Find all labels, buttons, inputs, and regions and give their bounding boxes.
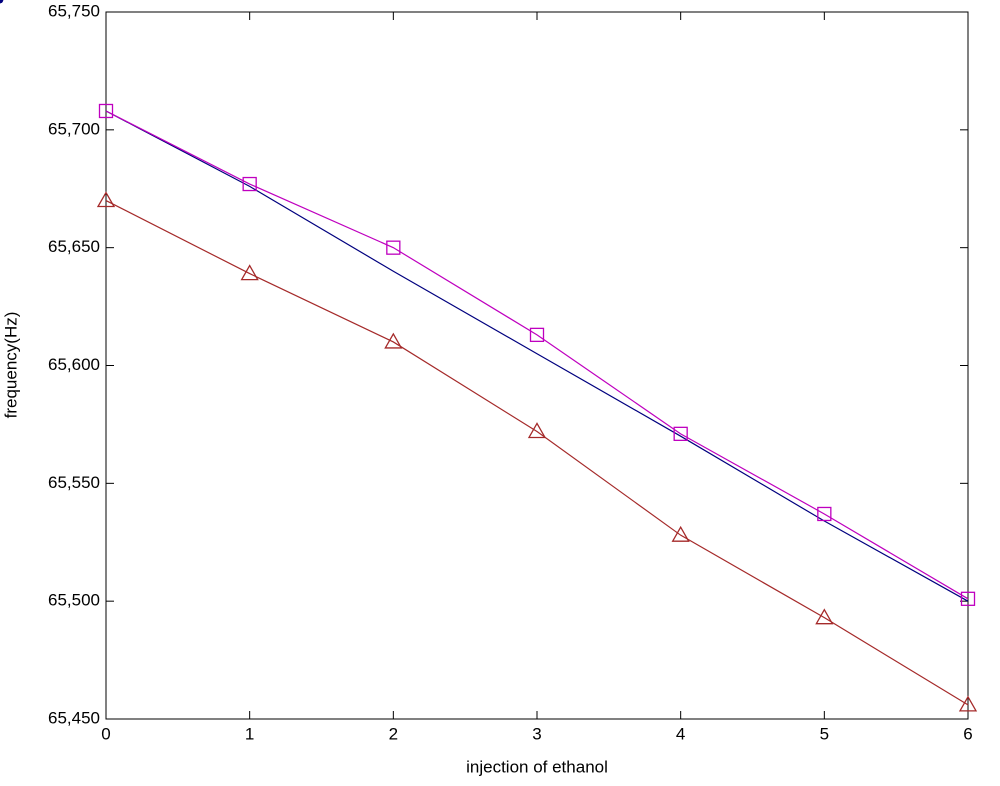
x-tick-label: 5 — [820, 724, 829, 743]
y-axis-label: frequency(Hz) — [1, 312, 20, 419]
y-tick-label: 65,650 — [48, 237, 100, 256]
marker-square — [817, 506, 832, 522]
y-tick-label: 65,600 — [48, 355, 100, 374]
y-tick-label: 65,750 — [48, 1, 100, 20]
y-tick-label: 65,450 — [48, 708, 100, 727]
marker-triangle — [240, 264, 259, 281]
x-axis-label: injection of ethanol — [466, 757, 608, 776]
x-tick-label: 1 — [245, 724, 254, 743]
x-tick-label: 2 — [389, 724, 398, 743]
marker-square — [242, 176, 257, 192]
marker-triangle — [384, 332, 403, 349]
x-tick-label: 0 — [101, 724, 110, 743]
marker-triangle — [527, 422, 547, 439]
x-tick-label: 6 — [963, 724, 972, 743]
y-tick-label: 65,700 — [48, 119, 100, 138]
y-tick-label: 65,550 — [48, 473, 100, 492]
y-tick-label: 65,500 — [48, 591, 100, 610]
marker-square — [673, 426, 688, 441]
x-tick-label: 3 — [532, 724, 541, 743]
marker-square — [529, 327, 545, 343]
marker-triangle — [958, 695, 978, 712]
x-tick-label: 4 — [676, 724, 685, 743]
marker-square — [960, 591, 976, 606]
marker-triangle — [815, 608, 834, 625]
marker-triangle — [96, 191, 116, 208]
marker-triangle — [671, 525, 690, 542]
marker-square — [98, 103, 114, 119]
series-line — [105, 110, 969, 600]
marker-square — [386, 240, 401, 255]
series-line — [105, 199, 969, 706]
marker-dot — [0, 0, 4, 4]
